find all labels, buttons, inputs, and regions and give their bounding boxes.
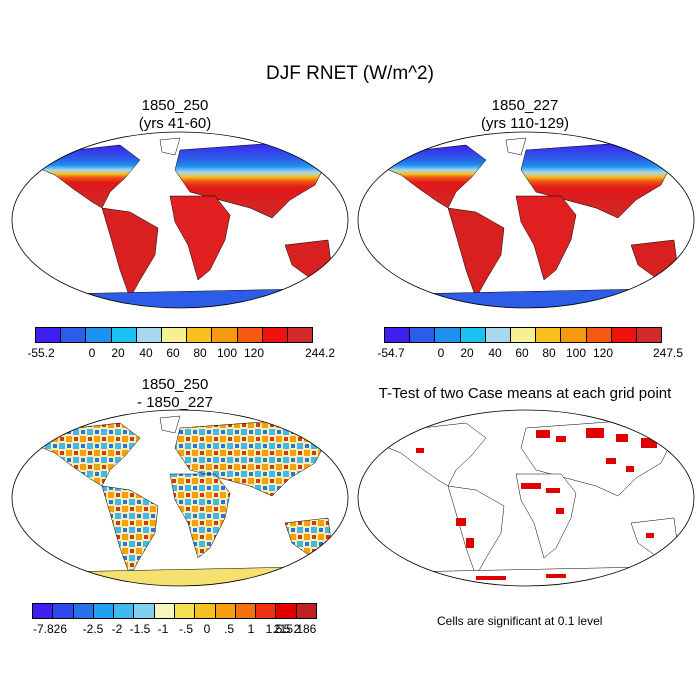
colorbar-tick-label: .5 (223, 622, 235, 636)
panel-title-1850-227: 1850_227 (yrs 110-129) (425, 97, 625, 133)
colorbar-tick-label: 0 (437, 346, 445, 360)
colorbar-tick-label: 120 (243, 346, 265, 360)
colorbar-cell (53, 604, 74, 618)
colorbar-cell (86, 328, 112, 342)
continents (12, 415, 348, 586)
panel-title-line1: 1850_250 (141, 376, 209, 393)
colorbar-tick-label: -54.7 (377, 346, 405, 360)
colorbar-tick-label: 2.5 (273, 622, 291, 636)
colorbar-cell (174, 604, 196, 618)
map-diff (11, 409, 349, 587)
colorbar-cell (460, 328, 486, 342)
colorbar-tick-label: 247.5 (652, 346, 684, 360)
panel-title-line1: 1850_250 (141, 97, 209, 114)
panel-title-1850-250: 1850_250 (yrs 41-60) (75, 97, 275, 133)
colorbar-tick-label: -2 (111, 622, 123, 636)
colorbar-tick-label: 2 (293, 622, 301, 636)
colorbar-tick-label: 80 (542, 346, 556, 360)
colorbar-cell (215, 604, 236, 618)
colorbar-cell (134, 604, 155, 618)
panel-title-line2: - 1850_227 (137, 394, 213, 411)
panel-title-ttest: T-Test of two Case means at each grid po… (350, 385, 700, 403)
colorbar-tick-label: 40 (139, 346, 153, 360)
colorbar-tick-label: 1.5 (265, 622, 283, 636)
colorbar-cell (256, 604, 277, 618)
colorbar-cell (93, 604, 115, 618)
continents (12, 137, 348, 308)
continents (358, 137, 694, 308)
colorbar-tick-label: -2.5 (82, 622, 104, 636)
colorbar-tick-label: 20 (460, 346, 474, 360)
colorbar-cell (485, 328, 511, 342)
colorbar-cell (195, 604, 216, 618)
colorbar-cell (410, 328, 436, 342)
panel-title-line2: (yrs 110-129) (480, 115, 570, 132)
colorbar-cell (73, 604, 94, 618)
colorbar-cell (262, 328, 288, 342)
colorbar-cell (611, 328, 637, 342)
figure-title: DJF RNET (W/m^2) (266, 63, 434, 84)
colorbar-tick-label: 15.186 (279, 622, 317, 636)
colorbar-cell (510, 328, 537, 342)
map-case2 (357, 131, 695, 309)
colorbar-cell (212, 328, 238, 342)
colorbar-cell (114, 604, 135, 618)
colorbar-tick-label: 60 (166, 346, 180, 360)
continents (358, 419, 694, 586)
colorbar-tick-label: 1 (247, 622, 255, 636)
significant-cells (416, 428, 657, 580)
colorbar-tick-label: -.5 (178, 622, 194, 636)
colorbar-tick-label: 100 (216, 346, 238, 360)
colorbar-tick-label: -1 (157, 622, 169, 636)
colorbar-cell (636, 328, 662, 342)
panel-title-line1: 1850_227 (491, 97, 559, 114)
panel-title-line2: (yrs 41-60) (138, 115, 212, 132)
colorbar-cell (154, 604, 175, 618)
colorbar-cell (136, 328, 162, 342)
colorbar-cell (111, 328, 137, 342)
colorbar-tick-label: 0 (203, 622, 211, 636)
colorbar-tick-label: 80 (193, 346, 207, 360)
colorbar-tick-label: 60 (515, 346, 529, 360)
colorbar-cell (586, 328, 612, 342)
colorbar-cell (36, 328, 62, 342)
colorbar-cell (385, 328, 411, 342)
colorbar-cell (33, 604, 54, 618)
colorbar-cell (61, 328, 87, 342)
colorbar-cell (235, 604, 257, 618)
colorbar-tick-label: 20 (111, 346, 125, 360)
colorbar-cell (296, 604, 316, 618)
colorbar-tick-label: 40 (488, 346, 502, 360)
colorbar-cell (287, 328, 313, 342)
map-ttest (357, 409, 695, 587)
panel-title-line1: T-Test of two Case means at each grid po… (378, 385, 672, 402)
significance-note: Cells are significant at 0.1 level (437, 614, 603, 628)
colorbar-tick-label: -1.5 (129, 622, 151, 636)
map-case1 (11, 131, 349, 309)
colorbar-cell (536, 328, 562, 342)
colorbar-cell (161, 328, 188, 342)
colorbar-tick-label: 0 (88, 346, 96, 360)
colorbar-cell (276, 604, 297, 618)
colorbar-cell (435, 328, 461, 342)
colorbar-cell (561, 328, 587, 342)
colorbar-tick-label: 244.2 (304, 346, 336, 360)
panel-title-diff: 1850_250 - 1850_227 (75, 376, 275, 412)
colorbar-tick-label: 100 (565, 346, 587, 360)
colorbar-cell (237, 328, 263, 342)
colorbar-tick-label: 120 (592, 346, 614, 360)
colorbar-diff (32, 603, 317, 619)
colorbar-case2 (384, 327, 662, 343)
colorbar-tick-label: -7.826 (32, 622, 68, 636)
colorbar-cell (187, 328, 213, 342)
colorbar-tick-label: -55.2 (27, 346, 55, 360)
colorbar-case1 (35, 327, 313, 343)
